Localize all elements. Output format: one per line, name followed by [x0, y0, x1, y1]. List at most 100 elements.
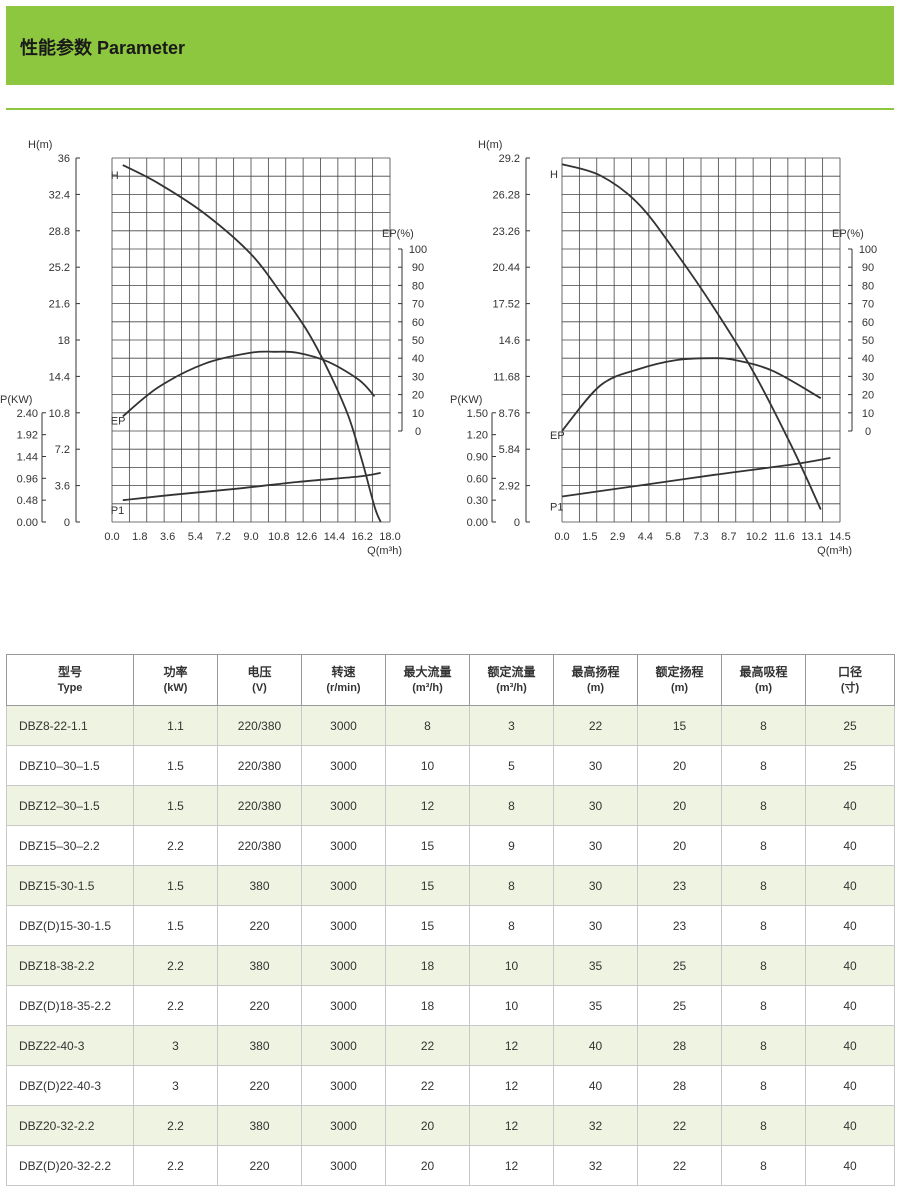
table-cell: 3000: [301, 825, 386, 866]
column-header-unit: (m): [586, 682, 605, 694]
x-tick-label: 0.0: [104, 531, 119, 543]
series-line-ep: [561, 357, 822, 432]
table-cell: 220/380: [217, 705, 302, 746]
eff-tick-label: 90: [412, 262, 424, 274]
eff-tick-label: 100: [409, 244, 427, 256]
head-axis-label: H(m): [478, 139, 502, 151]
head-tick-label: 0: [64, 517, 70, 529]
table-cell: 3000: [301, 785, 386, 826]
table-cell: 1.5: [133, 865, 218, 906]
x-tick-label: 5.8: [666, 531, 681, 543]
series-label-p1: P1: [111, 505, 124, 517]
table-cell: 3: [133, 1065, 218, 1106]
table-row: DBZ(D)22-40-3 3 220 3000 22 12 40 28 8 40: [6, 1065, 895, 1106]
table-cell: 28: [637, 1065, 722, 1106]
table-cell: 9: [469, 825, 554, 866]
table-cell: 40: [805, 1145, 895, 1186]
column-header: 最高吸程 (m): [721, 654, 806, 706]
table-cell: 220: [217, 985, 302, 1026]
table-cell: 20: [385, 1145, 470, 1186]
table-cell: 22: [637, 1105, 722, 1146]
head-axis-label: H(m): [28, 139, 52, 151]
power-tick-label: 0.90: [467, 451, 488, 463]
table-body: DBZ8-22-1.1 1.1 220/380 3000 8 3 22 15 8 25 DBZ10–…: [6, 705, 895, 1186]
column-header-label: 额定流量: [487, 665, 536, 679]
table-cell: 10: [469, 985, 554, 1026]
table-cell: 23: [637, 905, 722, 946]
head-tick-label: 18: [58, 335, 70, 347]
series-label-h: H: [550, 169, 558, 181]
eff-tick-label: 50: [862, 335, 874, 347]
table-cell: 25: [805, 745, 895, 786]
table-cell: 35: [553, 945, 638, 986]
table-cell: 10: [469, 945, 554, 986]
head-tick-label: 14.4: [49, 371, 70, 383]
table-cell: 10: [385, 745, 470, 786]
table-cell: 18: [385, 985, 470, 1026]
table-cell: 2.2: [133, 1145, 218, 1186]
table-cell: 20: [637, 785, 722, 826]
table-cell: 15: [637, 705, 722, 746]
eff-tick-label: 10: [862, 408, 874, 420]
model-cell: DBZ(D)22-40-3: [6, 1065, 134, 1106]
table-row: DBZ10–30–1.5 1.5 220/380 3000 10 5 30 20 8 25: [6, 745, 895, 786]
model-cell: DBZ10–30–1.5: [6, 745, 134, 786]
table-cell: 35: [553, 985, 638, 1026]
eff-tick-label: 40: [862, 353, 874, 365]
table-cell: 3000: [301, 905, 386, 946]
table-cell: 220/380: [217, 825, 302, 866]
x-tick-label: 1.5: [582, 531, 597, 543]
column-header: 功率 (kW): [133, 654, 218, 706]
table-cell: 8: [721, 865, 806, 906]
table-cell: 380: [217, 865, 302, 906]
table-cell: 40: [805, 1065, 895, 1106]
power-tick-label: 1.92: [17, 430, 38, 442]
head-tick-label: 8.76: [499, 408, 520, 420]
table-cell: 40: [805, 785, 895, 826]
column-header-unit: (m): [670, 682, 689, 694]
page-title: 性能参数 Parameter: [20, 38, 186, 58]
table-cell: 8: [721, 945, 806, 986]
table-cell: 8: [721, 785, 806, 826]
table-cell: 30: [553, 905, 638, 946]
table-cell: 12: [469, 1105, 554, 1146]
x-tick-label: 16.2: [351, 531, 372, 543]
table-cell: 15: [385, 905, 470, 946]
head-tick-label: 0: [514, 517, 520, 529]
x-tick-label: 7.2: [216, 531, 231, 543]
eff-tick-label: 0: [415, 426, 421, 438]
table-cell: 3000: [301, 745, 386, 786]
eff-tick-label: 50: [412, 335, 424, 347]
table-row: DBZ18-38-2.2 2.2 380 3000 18 10 35 25 8 40: [6, 945, 895, 986]
column-header: 额定流量 (m³/h): [469, 654, 554, 706]
table-cell: 30: [553, 865, 638, 906]
power-tick-label: 0.30: [467, 495, 488, 507]
table-cell: 12: [385, 785, 470, 826]
model-cell: DBZ(D)15-30-1.5: [6, 905, 134, 946]
head-tick-label: 3.6: [55, 481, 70, 493]
eff-tick-label: 70: [862, 299, 874, 311]
eff-tick-label: 0: [865, 426, 871, 438]
model-cell: DBZ22-40-3: [6, 1025, 134, 1066]
table-cell: 220: [217, 1065, 302, 1106]
x-tick-label: 1.8: [132, 531, 147, 543]
head-tick-label: 20.44: [492, 262, 520, 274]
table-cell: 8: [721, 1145, 806, 1186]
table-cell: 15: [385, 865, 470, 906]
table-cell: 8: [721, 1065, 806, 1106]
table-cell: 28: [637, 1025, 722, 1066]
x-tick-label: 14.5: [829, 531, 850, 543]
series-label-h: H: [111, 170, 119, 182]
table-cell: 15: [385, 825, 470, 866]
table-cell: 30: [553, 745, 638, 786]
head-tick-label: 2.92: [499, 481, 520, 493]
eff-tick-label: 70: [412, 299, 424, 311]
model-cell: DBZ18-38-2.2: [6, 945, 134, 986]
model-cell: DBZ15-30-1.5: [6, 865, 134, 906]
model-cell: DBZ(D)20-32-2.2: [6, 1145, 134, 1186]
table-cell: 20: [385, 1105, 470, 1146]
series-line-h: [561, 163, 822, 510]
x-axis-label: Q(m³h): [817, 545, 852, 557]
table-cell: 8: [721, 985, 806, 1026]
table-cell: 40: [553, 1065, 638, 1106]
